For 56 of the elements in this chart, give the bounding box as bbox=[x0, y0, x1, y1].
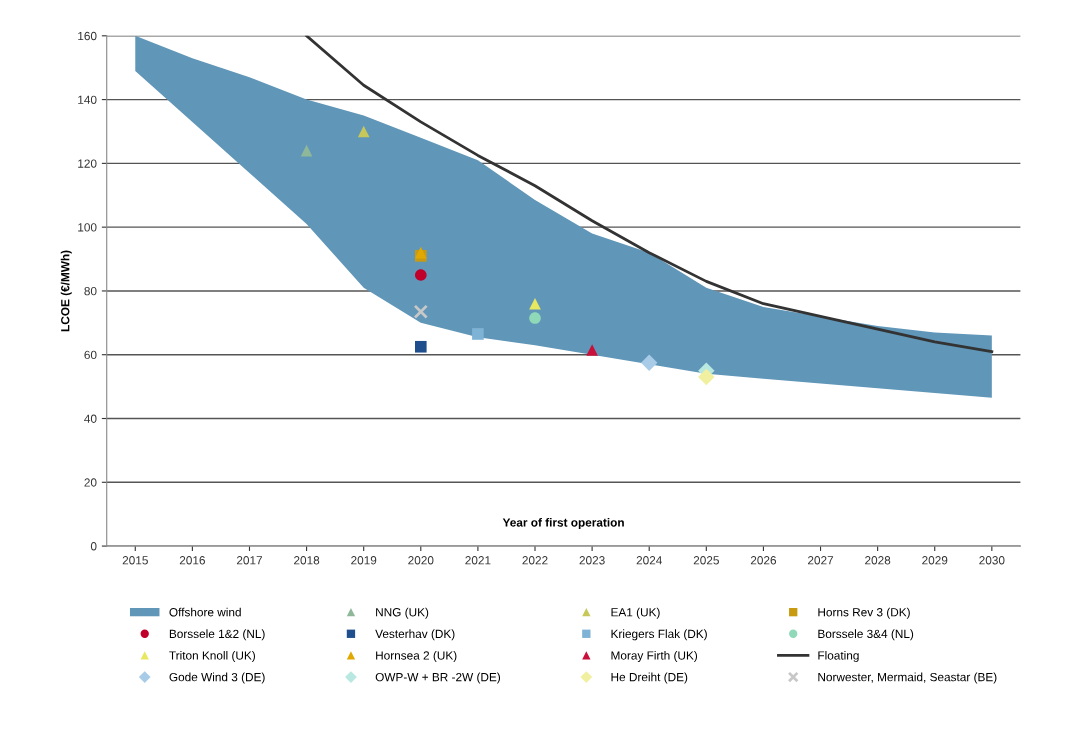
point bbox=[586, 344, 598, 356]
x-tick-label: 2020 bbox=[408, 556, 434, 565]
point bbox=[300, 144, 313, 157]
x-tick-label: 2019 bbox=[351, 556, 377, 565]
x-tick-label: 2021 bbox=[465, 556, 491, 565]
y-tick-label: 60 bbox=[84, 350, 97, 360]
x-tick-label: 2015 bbox=[122, 556, 148, 565]
legend-label: Triton Knoll (UK) bbox=[169, 650, 255, 662]
x-tick-label: 2024 bbox=[636, 556, 662, 565]
point bbox=[529, 297, 541, 310]
line-series bbox=[305, 35, 994, 353]
x-tick-label: 2027 bbox=[807, 556, 834, 565]
x-tick-label: 2028 bbox=[865, 556, 891, 565]
x-axis-title: Year of first operation bbox=[502, 518, 624, 530]
y-tick-label: 120 bbox=[78, 159, 97, 168]
legend-label: Hornsea 2 (UK) bbox=[376, 650, 457, 662]
legend-label: He Dreiht (DE) bbox=[611, 672, 688, 684]
legend-label: NNG (UK) bbox=[376, 607, 429, 619]
x-tick-label: 2029 bbox=[922, 556, 948, 565]
x-tick-label: 2025 bbox=[693, 556, 719, 565]
x-tick-label: 2017 bbox=[236, 556, 263, 565]
point bbox=[414, 269, 427, 281]
y-tick-label: 80 bbox=[84, 286, 97, 296]
legend-label: OWP-W + BR -2W (DE) bbox=[375, 672, 501, 684]
y-tick-label: 160 bbox=[78, 31, 97, 41]
point bbox=[529, 312, 541, 324]
x-tick-label: 2026 bbox=[750, 556, 777, 565]
x-tick-label: 2023 bbox=[579, 556, 605, 565]
y-tick-label: 0 bbox=[90, 542, 97, 551]
point bbox=[472, 328, 484, 340]
x-tick-label: 2016 bbox=[179, 556, 205, 565]
legend-label: Horns Rev 3 (DK) bbox=[818, 607, 910, 619]
point bbox=[641, 354, 658, 371]
point bbox=[414, 246, 427, 259]
y-tick-label: 140 bbox=[78, 95, 97, 104]
legend-label: Floating bbox=[818, 650, 859, 662]
point bbox=[413, 304, 428, 319]
legend-label: EA1 (UK) bbox=[611, 607, 660, 619]
legend-label: Moray Firth (UK) bbox=[611, 650, 698, 662]
x-tick-label: 2030 bbox=[979, 556, 1005, 565]
legend-label: Kriegers Flak (DK) bbox=[611, 629, 707, 641]
legend-label: Gode Wind 3 (DE) bbox=[169, 672, 265, 684]
point bbox=[698, 368, 715, 386]
y-tick-label: 40 bbox=[84, 414, 97, 423]
legend-label: Borssele 3&4 (NL) bbox=[818, 629, 914, 641]
x-tick-label: 2022 bbox=[522, 556, 548, 565]
y-tick-label: 20 bbox=[84, 478, 97, 487]
legend-label: Borssele 1&2 (NL) bbox=[169, 629, 265, 641]
y-axis-title: LCOE (€/MWh) bbox=[60, 250, 72, 332]
legend-label: Norwester, Mermaid, Seastar (BE) bbox=[818, 672, 997, 684]
legend-label: Vesterhav (DK) bbox=[375, 629, 455, 641]
y-tick-label: 100 bbox=[78, 223, 97, 232]
point bbox=[414, 340, 427, 353]
x-tick-label: 2018 bbox=[294, 556, 320, 565]
legend-label: Offshore wind bbox=[169, 607, 241, 617]
point bbox=[357, 125, 370, 138]
